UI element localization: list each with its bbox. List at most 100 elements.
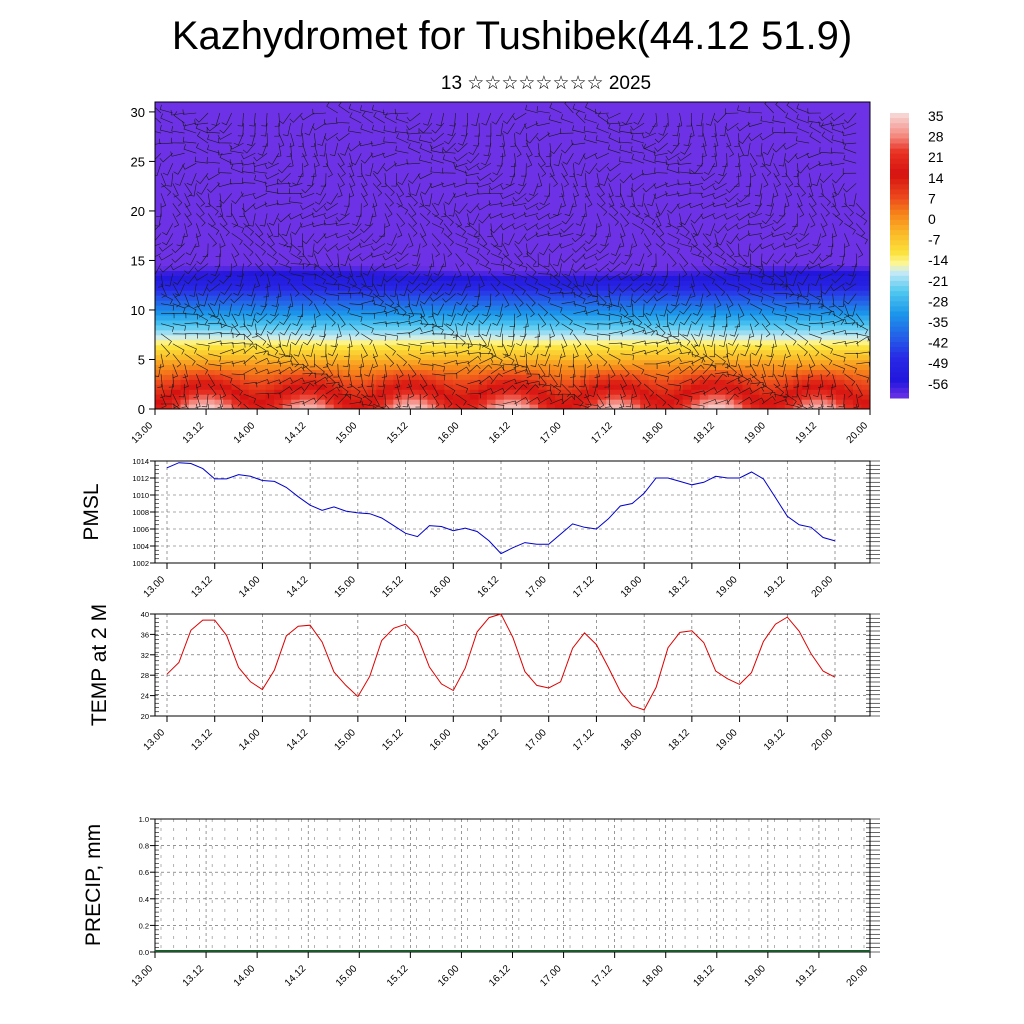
heatmap-cell <box>299 324 309 331</box>
heatmap-cell <box>486 349 497 356</box>
heatmap-cell <box>589 215 599 222</box>
heatmap-cell <box>563 364 573 370</box>
heatmap-cell <box>682 364 692 370</box>
heatmap-cell <box>631 265 641 271</box>
heatmap-cell <box>597 131 607 138</box>
heatmap-cell <box>469 359 480 366</box>
heatmap-cell <box>393 359 403 366</box>
heatmap-cell <box>529 166 539 172</box>
heatmap-cell <box>742 225 752 232</box>
heatmap-cell <box>478 394 488 400</box>
heatmap-cell <box>316 364 326 370</box>
heatmap-cell <box>614 280 624 286</box>
heatmap-cell <box>461 121 471 128</box>
heatmap-cell <box>623 111 633 118</box>
heatmap-cell <box>521 389 531 395</box>
heatmap-cell <box>776 329 786 336</box>
heatmap-cell <box>716 359 726 366</box>
heatmap-cell <box>708 275 718 281</box>
heatmap-cell <box>631 275 641 281</box>
heatmap-cell <box>206 369 216 375</box>
heatmap-cell <box>367 181 377 187</box>
heatmap-cell <box>452 290 463 296</box>
heatmap-cell <box>223 280 233 286</box>
heatmap-cell <box>529 151 539 158</box>
heatmap-cell <box>172 136 182 143</box>
heatmap-cell <box>461 106 471 113</box>
heatmap-cell <box>257 171 267 177</box>
heatmap-cell <box>555 265 565 271</box>
heatmap-cell <box>801 240 812 247</box>
heatmap-cell <box>648 245 658 252</box>
heatmap-cell <box>435 265 445 271</box>
heatmap-cell <box>410 210 420 217</box>
heatmap-cell <box>793 280 803 286</box>
heatmap-cell <box>691 201 701 207</box>
heatmap-cell <box>529 210 539 217</box>
heatmap-cell <box>478 305 488 311</box>
heatmap-cell <box>308 136 318 143</box>
heatmap-cell <box>733 102 743 108</box>
heatmap-cell <box>657 106 667 113</box>
heatmap-cell <box>384 300 394 306</box>
heatmap-cell <box>521 369 531 375</box>
heatmap-cell <box>503 285 514 291</box>
heatmap-cell <box>384 220 394 227</box>
heatmap-cell <box>189 329 199 336</box>
heatmap-cell <box>223 220 233 227</box>
heatmap-cell <box>563 250 573 257</box>
heatmap-cell <box>563 215 573 222</box>
heatmap-cell <box>350 270 360 276</box>
heatmap-cell <box>512 384 522 390</box>
heatmap-cell <box>614 176 624 182</box>
heatmap-cell <box>750 354 760 361</box>
heatmap-cell <box>708 389 718 395</box>
heatmap-cell <box>546 250 556 257</box>
heatmap-cell <box>367 116 377 123</box>
heatmap-cell <box>793 369 803 375</box>
heatmap-cell <box>495 369 505 375</box>
heatmap-cell <box>827 126 837 133</box>
heatmap-cell <box>435 270 445 276</box>
heatmap-cell <box>742 186 752 192</box>
heatmap-cell <box>776 171 786 177</box>
heatmap-cell <box>384 111 394 118</box>
heatmap-cell <box>708 265 718 271</box>
heatmap-cell <box>410 156 420 163</box>
heatmap-cell <box>384 334 394 341</box>
heatmap-cell <box>248 354 258 361</box>
heatmap-cell <box>223 245 233 252</box>
heatmap-cell <box>725 156 735 163</box>
heatmap-cell <box>614 166 624 172</box>
heatmap-cell <box>563 404 573 409</box>
heatmap-cell <box>623 300 633 306</box>
heatmap-cell <box>291 319 301 326</box>
heatmap-cell <box>282 235 292 242</box>
heatmap-cell <box>784 334 794 341</box>
heatmap-cell <box>469 201 480 207</box>
heatmap-cell <box>486 205 497 212</box>
heatmap-cell <box>810 334 820 341</box>
heatmap-cell <box>223 404 233 409</box>
heatmap-cell <box>682 161 692 167</box>
heatmap-cell <box>231 201 241 207</box>
heatmap-cell <box>308 265 318 271</box>
heatmap-cell <box>223 329 233 336</box>
heatmap-cell <box>282 245 292 252</box>
heatmap-cell <box>384 324 394 331</box>
heatmap-cell <box>418 240 428 247</box>
heatmap-cell <box>231 181 241 187</box>
heatmap-cell <box>435 295 445 301</box>
heatmap-cell <box>750 255 760 262</box>
heatmap-cell <box>648 290 658 296</box>
heatmap-cell <box>503 344 514 351</box>
heatmap-cell <box>784 220 794 227</box>
heatmap-cell <box>725 250 735 257</box>
heatmap-cell <box>240 235 250 242</box>
heatmap-cell <box>384 280 394 286</box>
heatmap-cell <box>172 334 182 341</box>
heatmap-cell <box>291 285 301 291</box>
heatmap-cell <box>682 171 692 177</box>
heatmap-cell <box>384 181 394 187</box>
heatmap-cell <box>810 116 820 123</box>
